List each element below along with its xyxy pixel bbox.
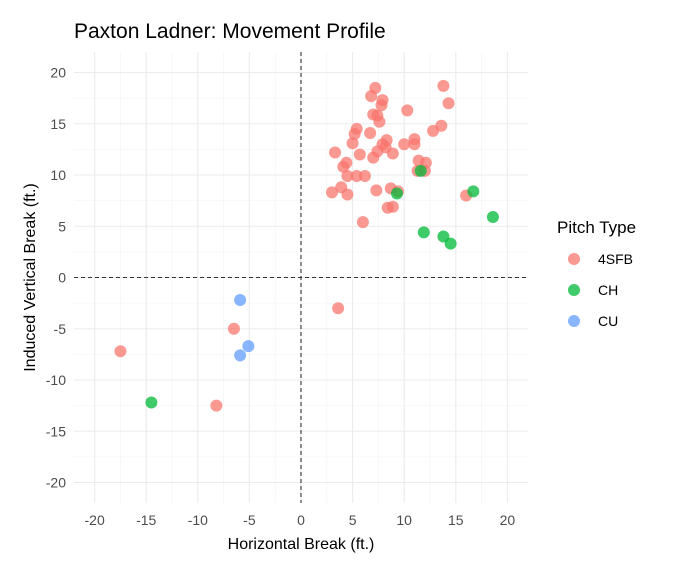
x-tick-label: 0 [297, 512, 305, 528]
legend: Pitch Type 4SFB CH CU [557, 218, 636, 329]
x-tick-label: -10 [188, 512, 208, 528]
data-point [408, 138, 421, 151]
y-tick-labels: -20 -15 -10 -5 0 5 10 15 20 [46, 65, 66, 491]
data-point [114, 345, 127, 358]
data-point [437, 79, 450, 92]
data-point [145, 396, 158, 409]
data-point [370, 184, 383, 197]
data-point [329, 146, 342, 159]
data-point [242, 340, 255, 353]
data-point [401, 104, 414, 117]
x-tick-label: 20 [500, 512, 516, 528]
data-point [234, 349, 247, 362]
data-point [350, 170, 363, 183]
legend-key-4sfb [568, 253, 580, 265]
legend-label-ch: CH [598, 282, 618, 298]
data-point [486, 211, 499, 224]
data-point [227, 322, 240, 335]
data-points [114, 79, 499, 412]
data-point [442, 97, 455, 110]
x-tick-label: -5 [243, 512, 256, 528]
data-point [210, 399, 223, 412]
data-point [346, 137, 359, 150]
grid-major [74, 52, 528, 503]
data-point [358, 170, 371, 183]
series-cu [234, 294, 255, 362]
data-point [417, 226, 430, 239]
data-point [356, 216, 369, 229]
y-tick-label: -10 [46, 372, 66, 388]
reference-lines [74, 52, 528, 503]
y-tick-label: -20 [46, 475, 66, 491]
data-point [332, 302, 345, 315]
x-tick-label: 10 [396, 512, 412, 528]
data-point [373, 115, 386, 128]
data-point [467, 185, 480, 198]
legend-key-cu [568, 315, 580, 327]
data-point [427, 124, 440, 137]
data-point [353, 148, 366, 161]
data-point [364, 126, 377, 139]
data-point [386, 147, 399, 160]
chart-title: Paxton Ladner: Movement Profile [74, 20, 386, 43]
data-point [341, 170, 354, 183]
data-point [341, 188, 354, 201]
y-tick-label: 10 [50, 167, 66, 183]
y-tick-label: 20 [50, 65, 66, 81]
x-tick-label: 5 [349, 512, 357, 528]
data-point [337, 160, 350, 173]
x-tick-label: -20 [85, 512, 105, 528]
data-point [367, 151, 380, 164]
x-tick-label: 15 [448, 512, 464, 528]
data-point [348, 128, 361, 140]
data-point [414, 164, 427, 177]
legend-title: Pitch Type [557, 218, 636, 237]
legend-key-ch [568, 284, 580, 296]
x-axis-label: Horizontal Break (ft.) [228, 536, 375, 553]
data-point [390, 187, 403, 200]
y-tick-label: 15 [50, 116, 66, 132]
data-point [325, 186, 338, 199]
data-point [398, 138, 411, 151]
y-tick-label: 5 [58, 218, 66, 234]
legend-label-4sfb: 4SFB [598, 251, 633, 267]
x-tick-label: -15 [136, 512, 156, 528]
y-tick-label: -5 [54, 321, 67, 337]
data-point [234, 294, 247, 307]
data-point [381, 201, 394, 214]
data-point [375, 99, 388, 112]
data-point [444, 237, 457, 250]
y-tick-label: -15 [46, 423, 66, 439]
data-point [365, 90, 378, 103]
legend-label-cu: CU [598, 313, 618, 329]
series-ch [145, 164, 499, 409]
y-axis-label: Induced Vertical Break (ft.) [22, 183, 39, 372]
y-tick-label: 0 [58, 270, 66, 286]
x-tick-labels: -20 -15 -10 -5 0 5 10 15 20 [85, 512, 516, 528]
